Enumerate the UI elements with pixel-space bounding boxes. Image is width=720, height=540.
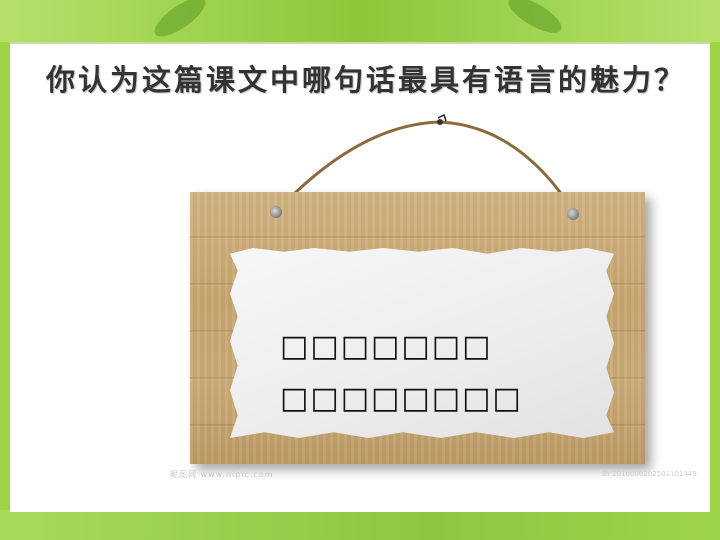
answer-line-1: □□□□□□□: [280, 329, 493, 364]
paper-note: [230, 248, 614, 438]
wooden-board: [190, 192, 645, 464]
answer-line-2: □□□□□□□□: [280, 381, 523, 416]
watermark-left: 昵图网 www.nipic.com: [170, 470, 274, 479]
question-text: 你认为这篇课文中哪句话最具有语言的魅力？: [46, 63, 687, 97]
background-top-foliage: [0, 0, 720, 42]
nail-right: [567, 208, 579, 220]
hanging-sign: □□□□□□□ □□□□□□□□: [190, 114, 670, 484]
nail-left: [270, 206, 282, 218]
watermark-right: BY:2010000202501101449: [602, 470, 697, 478]
background-bottom-foliage: [0, 510, 720, 540]
slide-content-area: 你认为这篇课文中哪句话最具有语言的魅力？ □□□□□□□ □□□□□□□□ 昵图…: [10, 42, 710, 512]
